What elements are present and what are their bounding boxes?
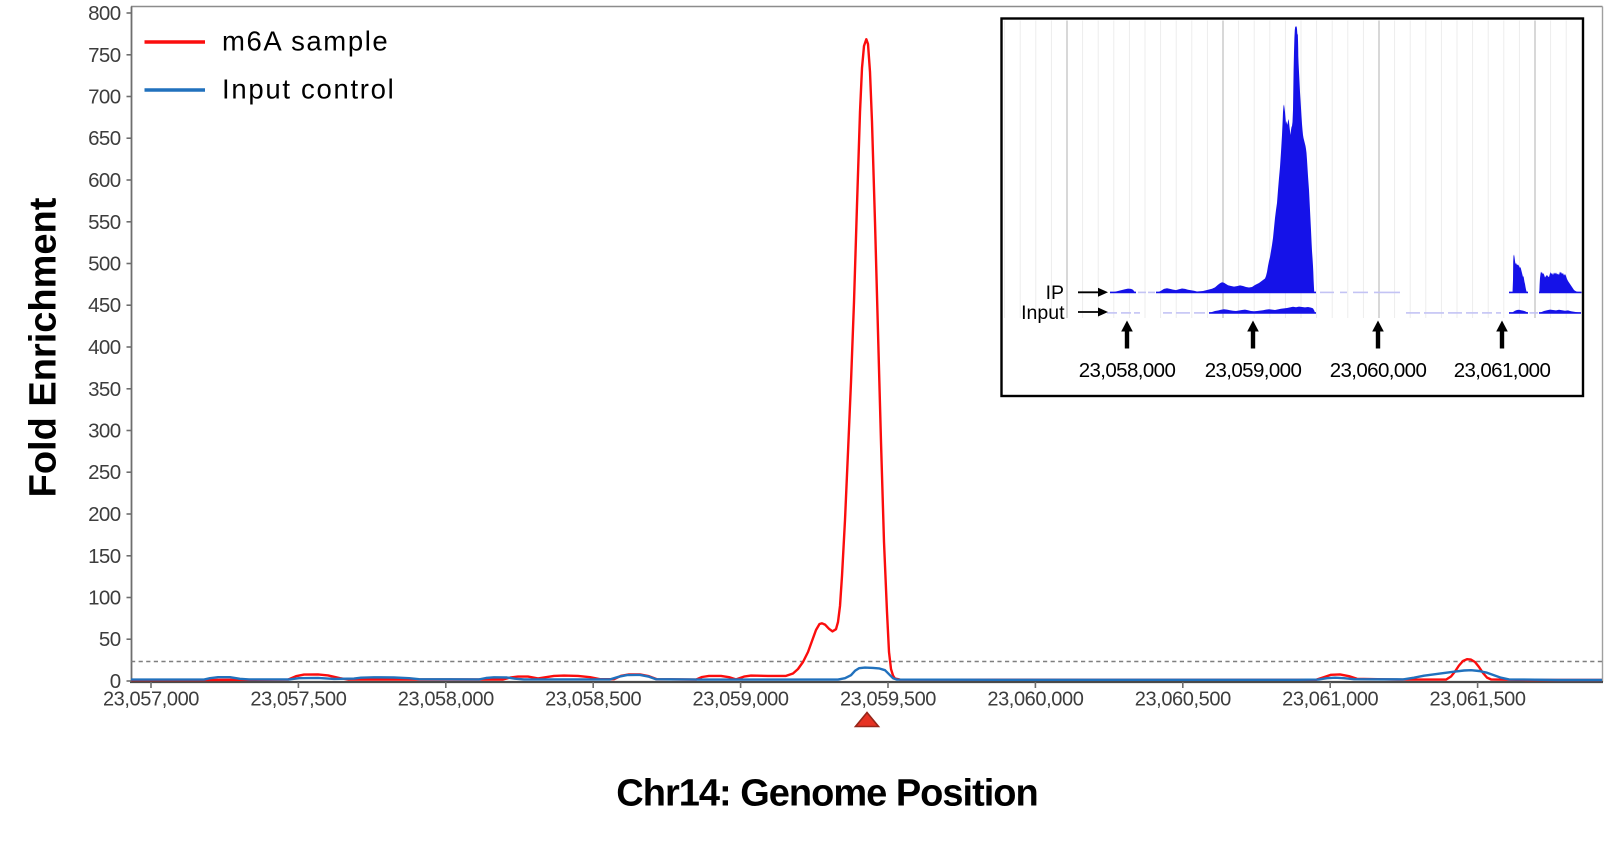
- svg-text:750: 750: [88, 44, 121, 67]
- svg-text:Input: Input: [1021, 302, 1065, 324]
- svg-text:23,061,500: 23,061,500: [1430, 689, 1526, 711]
- svg-text:200: 200: [88, 503, 121, 526]
- svg-text:Input control: Input control: [222, 74, 395, 105]
- svg-text:0: 0: [110, 670, 121, 693]
- svg-text:23,058,500: 23,058,500: [545, 689, 641, 711]
- svg-text:100: 100: [88, 587, 121, 610]
- svg-text:23,058,000: 23,058,000: [398, 689, 494, 711]
- svg-text:23,060,500: 23,060,500: [1135, 689, 1231, 711]
- svg-text:23,060,000: 23,060,000: [1330, 359, 1427, 382]
- svg-text:23,058,000: 23,058,000: [1079, 359, 1176, 382]
- svg-text:23,057,500: 23,057,500: [250, 689, 346, 711]
- svg-text:550: 550: [88, 211, 121, 234]
- svg-text:23,059,000: 23,059,000: [693, 689, 789, 711]
- svg-text:23,061,000: 23,061,000: [1282, 689, 1378, 711]
- svg-text:700: 700: [88, 86, 121, 109]
- svg-text:600: 600: [88, 169, 121, 192]
- svg-text:Fold Enrichment: Fold Enrichment: [23, 197, 65, 497]
- svg-text:IP: IP: [1046, 282, 1064, 304]
- svg-text:m6A sample: m6A sample: [222, 26, 389, 57]
- svg-text:400: 400: [88, 336, 121, 359]
- svg-text:23,060,000: 23,060,000: [987, 689, 1083, 711]
- svg-text:650: 650: [88, 127, 121, 150]
- svg-text:23,061,000: 23,061,000: [1454, 359, 1551, 382]
- svg-text:Chr14: Genome Position: Chr14: Genome Position: [616, 773, 1037, 815]
- svg-text:300: 300: [88, 420, 121, 443]
- svg-text:450: 450: [88, 294, 121, 317]
- svg-text:800: 800: [88, 2, 121, 25]
- svg-text:23,057,000: 23,057,000: [103, 689, 199, 711]
- svg-text:350: 350: [88, 378, 121, 401]
- svg-text:500: 500: [88, 253, 121, 276]
- svg-text:250: 250: [88, 461, 121, 484]
- svg-text:50: 50: [99, 628, 121, 651]
- svg-text:23,059,000: 23,059,000: [1205, 359, 1302, 382]
- svg-text:150: 150: [88, 545, 121, 568]
- svg-text:23,059,500: 23,059,500: [840, 689, 936, 711]
